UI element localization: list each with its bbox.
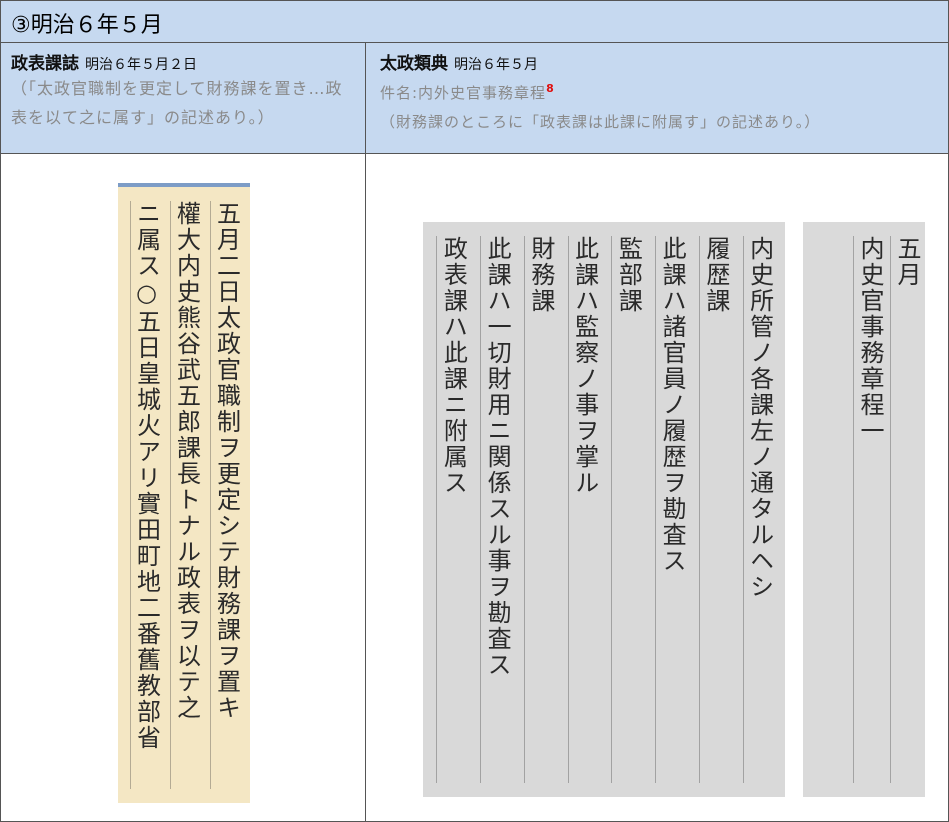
left-text-cell: 政表課誌 明治６年５月２日 （「太政官職制を更定して財務課を置き…政表を以て之に属… xyxy=(0,42,366,154)
right-text-cell: 太政類典 明治６年５月 件名:内外史官事務章程8 （財務課のところに「政表課は此課… xyxy=(365,42,949,154)
left-heading: 政表課誌 xyxy=(11,54,79,74)
left-body: （「太政官職制を更定して財務課を置き…政表を以て之に属す」の記述あり。） xyxy=(11,79,343,127)
right-heading-line: 太政類典 明治６年５月 xyxy=(380,49,934,74)
manuscript-column: 此課ハ一切財用ニ関係スル事ヲ勘査ス xyxy=(480,236,511,783)
right-body: （財務課のところに「政表課は此課に附属す」の記述あり。） xyxy=(380,113,821,131)
manuscript-column: 五月二日太政官職制ヲ更定シテ財務課ヲ置キ xyxy=(209,201,241,789)
right-subject: 件名:内外史官事務章程 xyxy=(380,84,547,102)
manuscript-column: 監部課 xyxy=(611,236,642,783)
header-title: ③明治６年５月 xyxy=(11,13,163,38)
manuscript-column: 内史所管ノ各課左ノ通タルヘシ xyxy=(742,236,774,783)
manuscript-column: 權大内史熊谷武五郎課長トナル政表ヲ以テ之 xyxy=(169,201,201,789)
left-date: 明治６年５月２日 xyxy=(85,57,197,73)
manuscript-column: 此課ハ監察ノ事ヲ掌ル xyxy=(567,236,599,783)
manuscript-image: 五月二日太政官職制ヲ更定シテ財務課ヲ置キ 權大内史熊谷武五郎課長トナル政表ヲ以テ之… xyxy=(118,183,250,803)
manuscript-column: ニ属ス○五日皇城火アリ實田町地二番舊教部省 xyxy=(129,201,161,789)
left-heading-line: 政表課誌 明治６年５月２日 xyxy=(11,49,355,74)
manuscript-image: 五月 内史官事務章程一 xyxy=(803,222,925,797)
manuscript-column: 履歴課 xyxy=(698,236,730,783)
right-date: 明治６年５月 xyxy=(454,57,538,73)
manuscript-column: 財務課 xyxy=(523,236,555,783)
header-cell: ③明治６年５月 xyxy=(0,0,949,43)
manuscript-column: 内史官事務章程一 xyxy=(853,236,884,783)
manuscript-image: 内史所管ノ各課左ノ通タルヘシ 履歴課 此課ハ諸官員ノ履歴ヲ勘査ス 監部課 此課ハ監察ノ事… xyxy=(423,222,785,797)
right-subject-line: 件名:内外史官事務章程8 xyxy=(380,74,934,108)
note-mark: 8 xyxy=(546,82,555,95)
manuscript-column: 此課ハ諸官員ノ履歴ヲ勘査ス xyxy=(655,236,686,783)
manuscript-column: 五月 xyxy=(890,236,921,783)
right-heading: 太政類典 xyxy=(380,54,448,74)
manuscript-column: 政表課ハ此課ニ附属ス xyxy=(436,236,467,783)
